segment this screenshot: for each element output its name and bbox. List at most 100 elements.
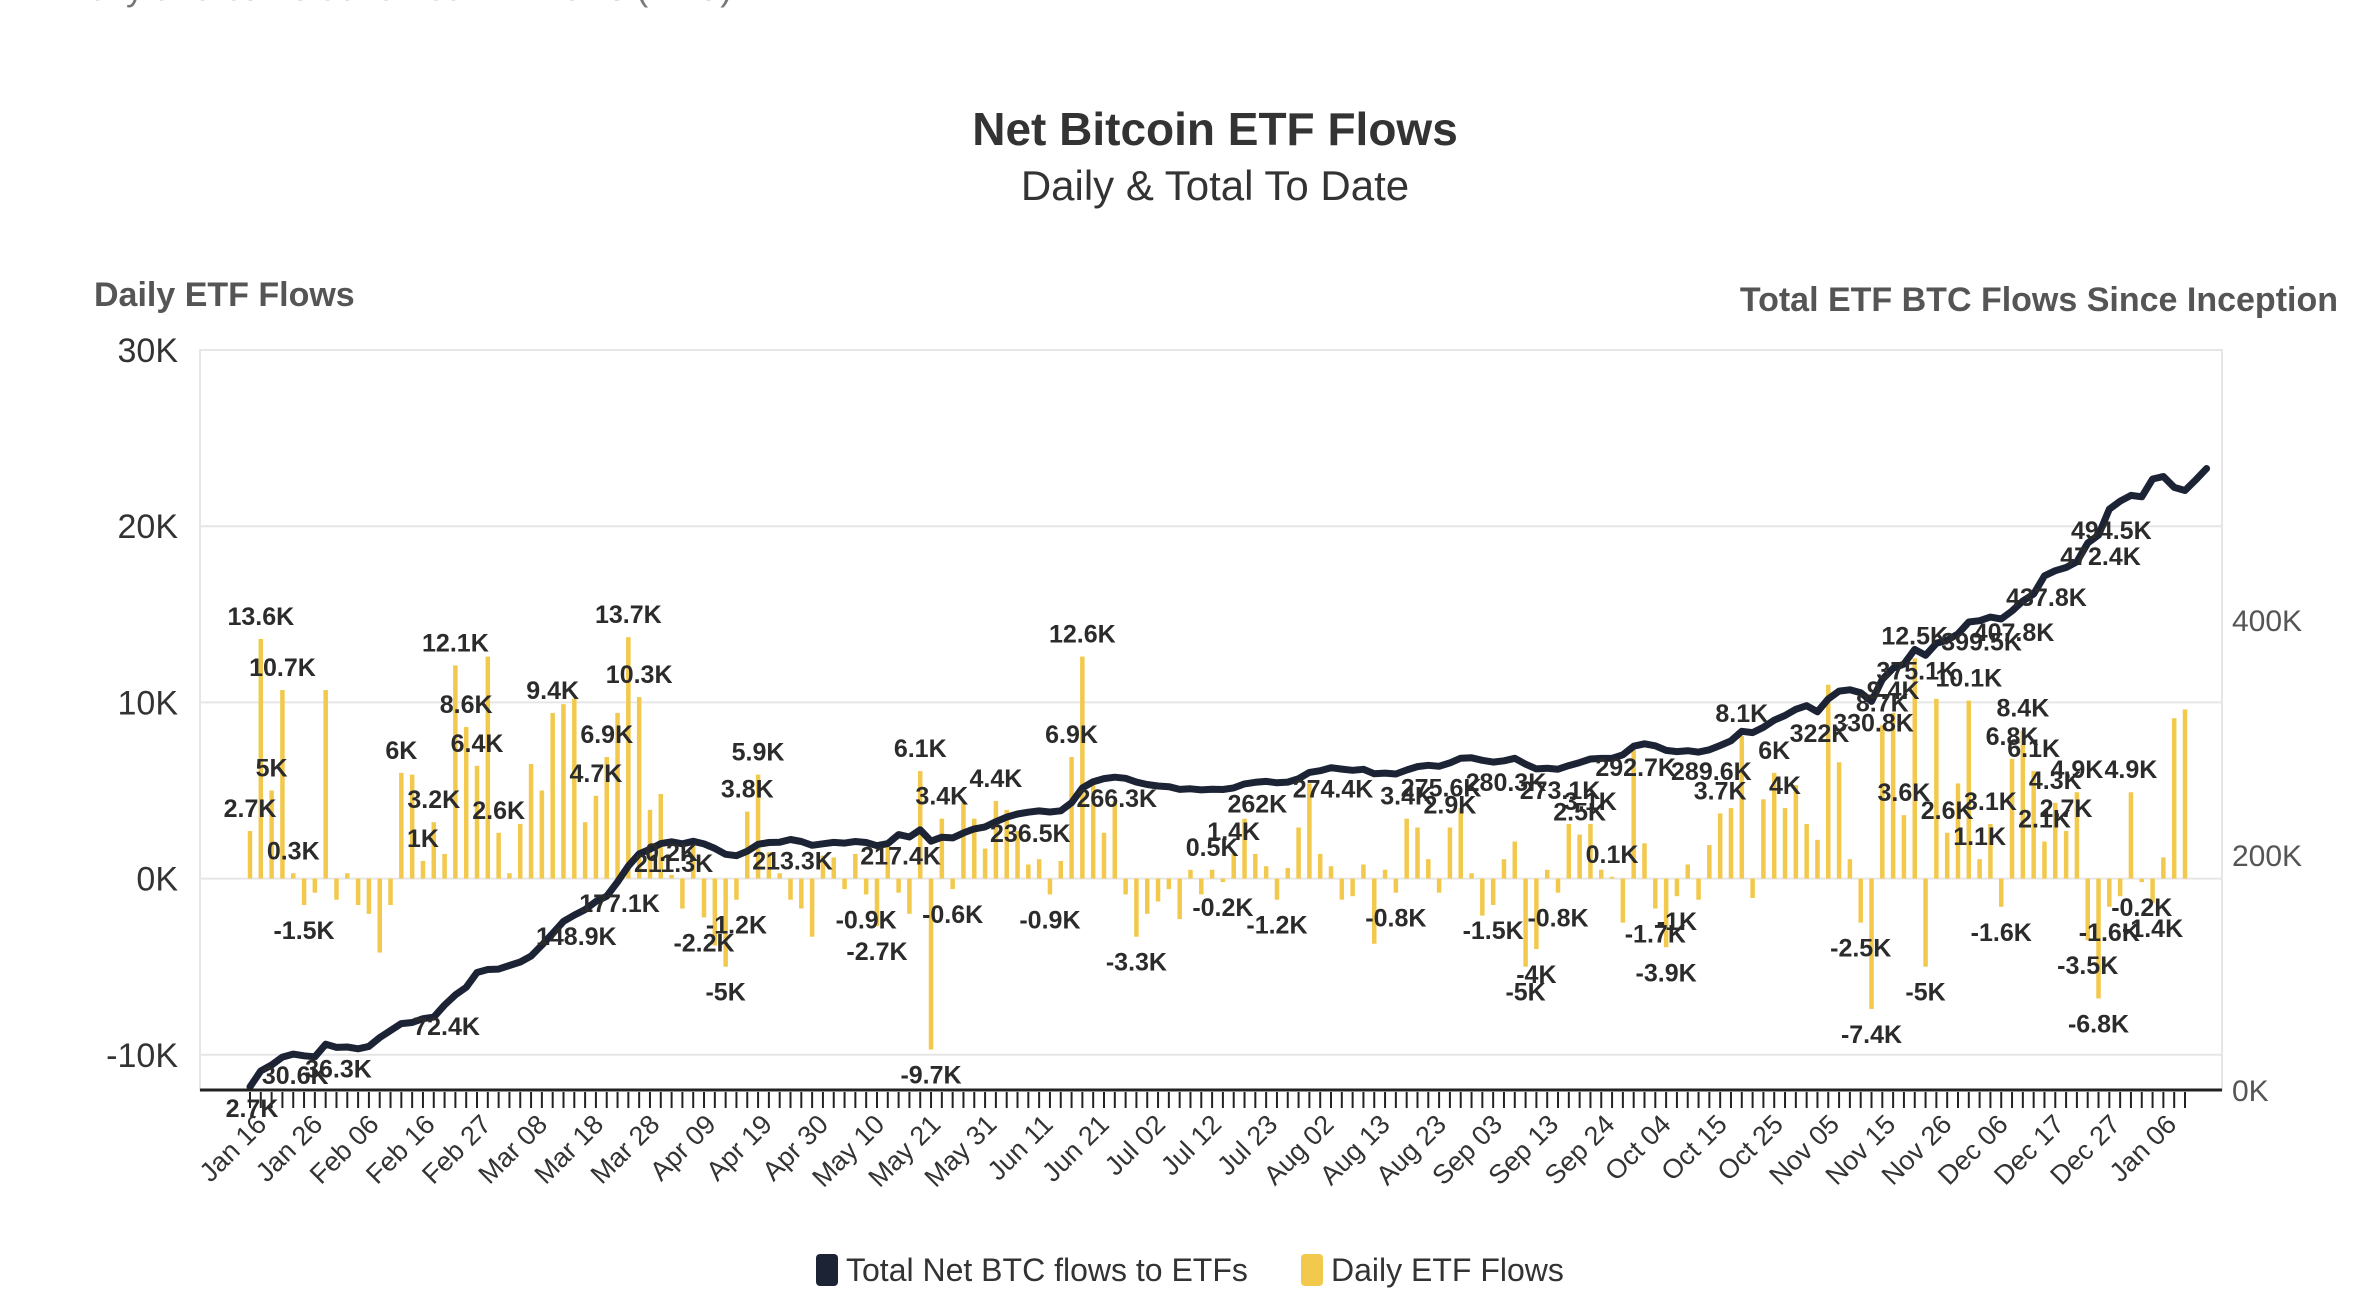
daily-bar [1696,878,1701,900]
daily-bar [334,878,339,900]
daily-bar [874,878,880,927]
daily-bar [993,801,999,879]
chart-subtitle: Daily & Total To Date [1021,162,1409,209]
daily-bar [2042,841,2047,879]
daily-bar [1458,808,1463,879]
daily-bar [928,878,934,1050]
daily-bar [2031,771,2036,879]
daily-bar [1588,823,1593,879]
y-left-tick-label: 0K [136,861,178,899]
daily-bar-value-label: 3.4K [1380,783,1433,811]
total-line-value-label: 148.9K [536,923,617,951]
daily-bar [755,774,761,879]
daily-bar [712,878,718,946]
daily-bar [1231,853,1236,879]
daily-bar [1339,878,1345,900]
daily-bar [907,878,912,914]
daily-bar-value-label: 2.7K [2040,795,2093,823]
daily-bar-value-label: 5K [256,754,288,782]
daily-bar [2053,802,2058,879]
daily-bar-value-label: 12.6K [1049,621,1116,649]
daily-bar [647,809,653,879]
daily-bar [680,878,685,909]
daily-bar [831,857,836,879]
daily-bar [269,790,274,879]
daily-bar [1263,866,1269,879]
daily-bar [539,790,545,879]
daily-bar-value-label: 8.6K [440,691,493,719]
daily-bar-value-label: -3.3K [1106,949,1167,977]
y-left-tick-label: 20K [118,508,179,546]
daily-bar [496,832,501,879]
daily-bar [550,712,555,879]
daily-bar-value-label: 0.3K [267,837,320,865]
daily-bar-value-label: -0.8K [1527,905,1588,933]
daily-bar [1382,869,1388,879]
daily-bar [2161,857,2166,879]
daily-bar-value-label: 4.7K [570,760,623,788]
daily-bar [1901,815,1907,879]
daily-flow-bars [247,637,2188,1050]
daily-bar-value-label: 9.4K [1867,677,1920,705]
daily-bar-value-label: -1.6K [2079,919,2140,947]
daily-bar-value-label: -5K [1505,979,1545,1007]
daily-bar [658,794,664,879]
daily-bar-value-label: -3.9K [1636,959,1697,987]
daily-bar [2107,878,2112,907]
daily-bar-value-label: 8.4K [1996,695,2049,723]
daily-bar-value-label: 2.9K [1424,791,1477,819]
daily-bar [388,878,393,905]
daily-bar-value-label: 3.1K [1964,788,2017,816]
daily-bar [399,772,404,879]
daily-bar [636,697,642,879]
daily-bar [1717,813,1723,879]
top-caption: Daily and cumulative net ETF flows (BTC) [64,0,732,8]
grid-lines [199,349,2223,1091]
y-left-tick-label: 10K [118,684,179,722]
daily-bar [1047,878,1053,895]
daily-bar [1739,735,1745,879]
daily-bar [1004,809,1009,879]
legend: Total Net BTC flows to ETFs Daily ETF Fl… [816,1252,1564,1288]
daily-bar [474,765,480,879]
daily-bar [507,873,512,879]
daily-bar-value-label: 10.1K [1935,665,2002,693]
daily-bar [1642,843,1647,879]
total-line-value-label: 289.6K [1671,758,1752,786]
daily-bar [885,846,891,879]
daily-bar-value-label: -1K [1657,908,1697,936]
daily-bar [1512,841,1518,879]
daily-bar [972,818,977,879]
daily-bar [1577,834,1582,879]
daily-bar-value-label: -1.5K [273,917,334,945]
daily-bar-value-label: 4.4K [969,765,1022,793]
total-line-value-label: 2.7K [226,1095,279,1123]
daily-bar [1209,869,1215,879]
daily-bar [1036,859,1042,879]
daily-bar [1815,839,1820,879]
daily-bar [247,831,253,879]
daily-bar-value-label: -1.2K [706,912,767,940]
daily-bar [1166,878,1172,890]
daily-bar [615,712,620,879]
daily-bar [1144,878,1150,914]
daily-bar-value-label: -0.8K [1365,905,1426,933]
total-line-value-label: 30.6K [262,1062,329,1090]
daily-bar-value-label: 4K [1769,772,1801,800]
daily-bar-value-label: 13.6K [227,603,294,631]
daily-bar [1707,845,1712,879]
daily-bar [1101,832,1107,879]
daily-bar [820,855,826,879]
chart-title: Net Bitcoin ETF Flows [972,103,1458,155]
daily-bar [1123,878,1128,895]
daily-bar [2150,878,2155,904]
daily-bar [1436,878,1442,893]
daily-bar [2063,831,2069,879]
daily-bar [2074,792,2080,879]
daily-bar [896,878,901,893]
daily-bar [1317,853,1323,879]
daily-bar-value-label: 0.5K [1186,834,1239,862]
daily-bar [323,690,328,879]
daily-bar [1253,853,1258,879]
daily-bar-value-label: 3.6K [1878,779,1931,807]
